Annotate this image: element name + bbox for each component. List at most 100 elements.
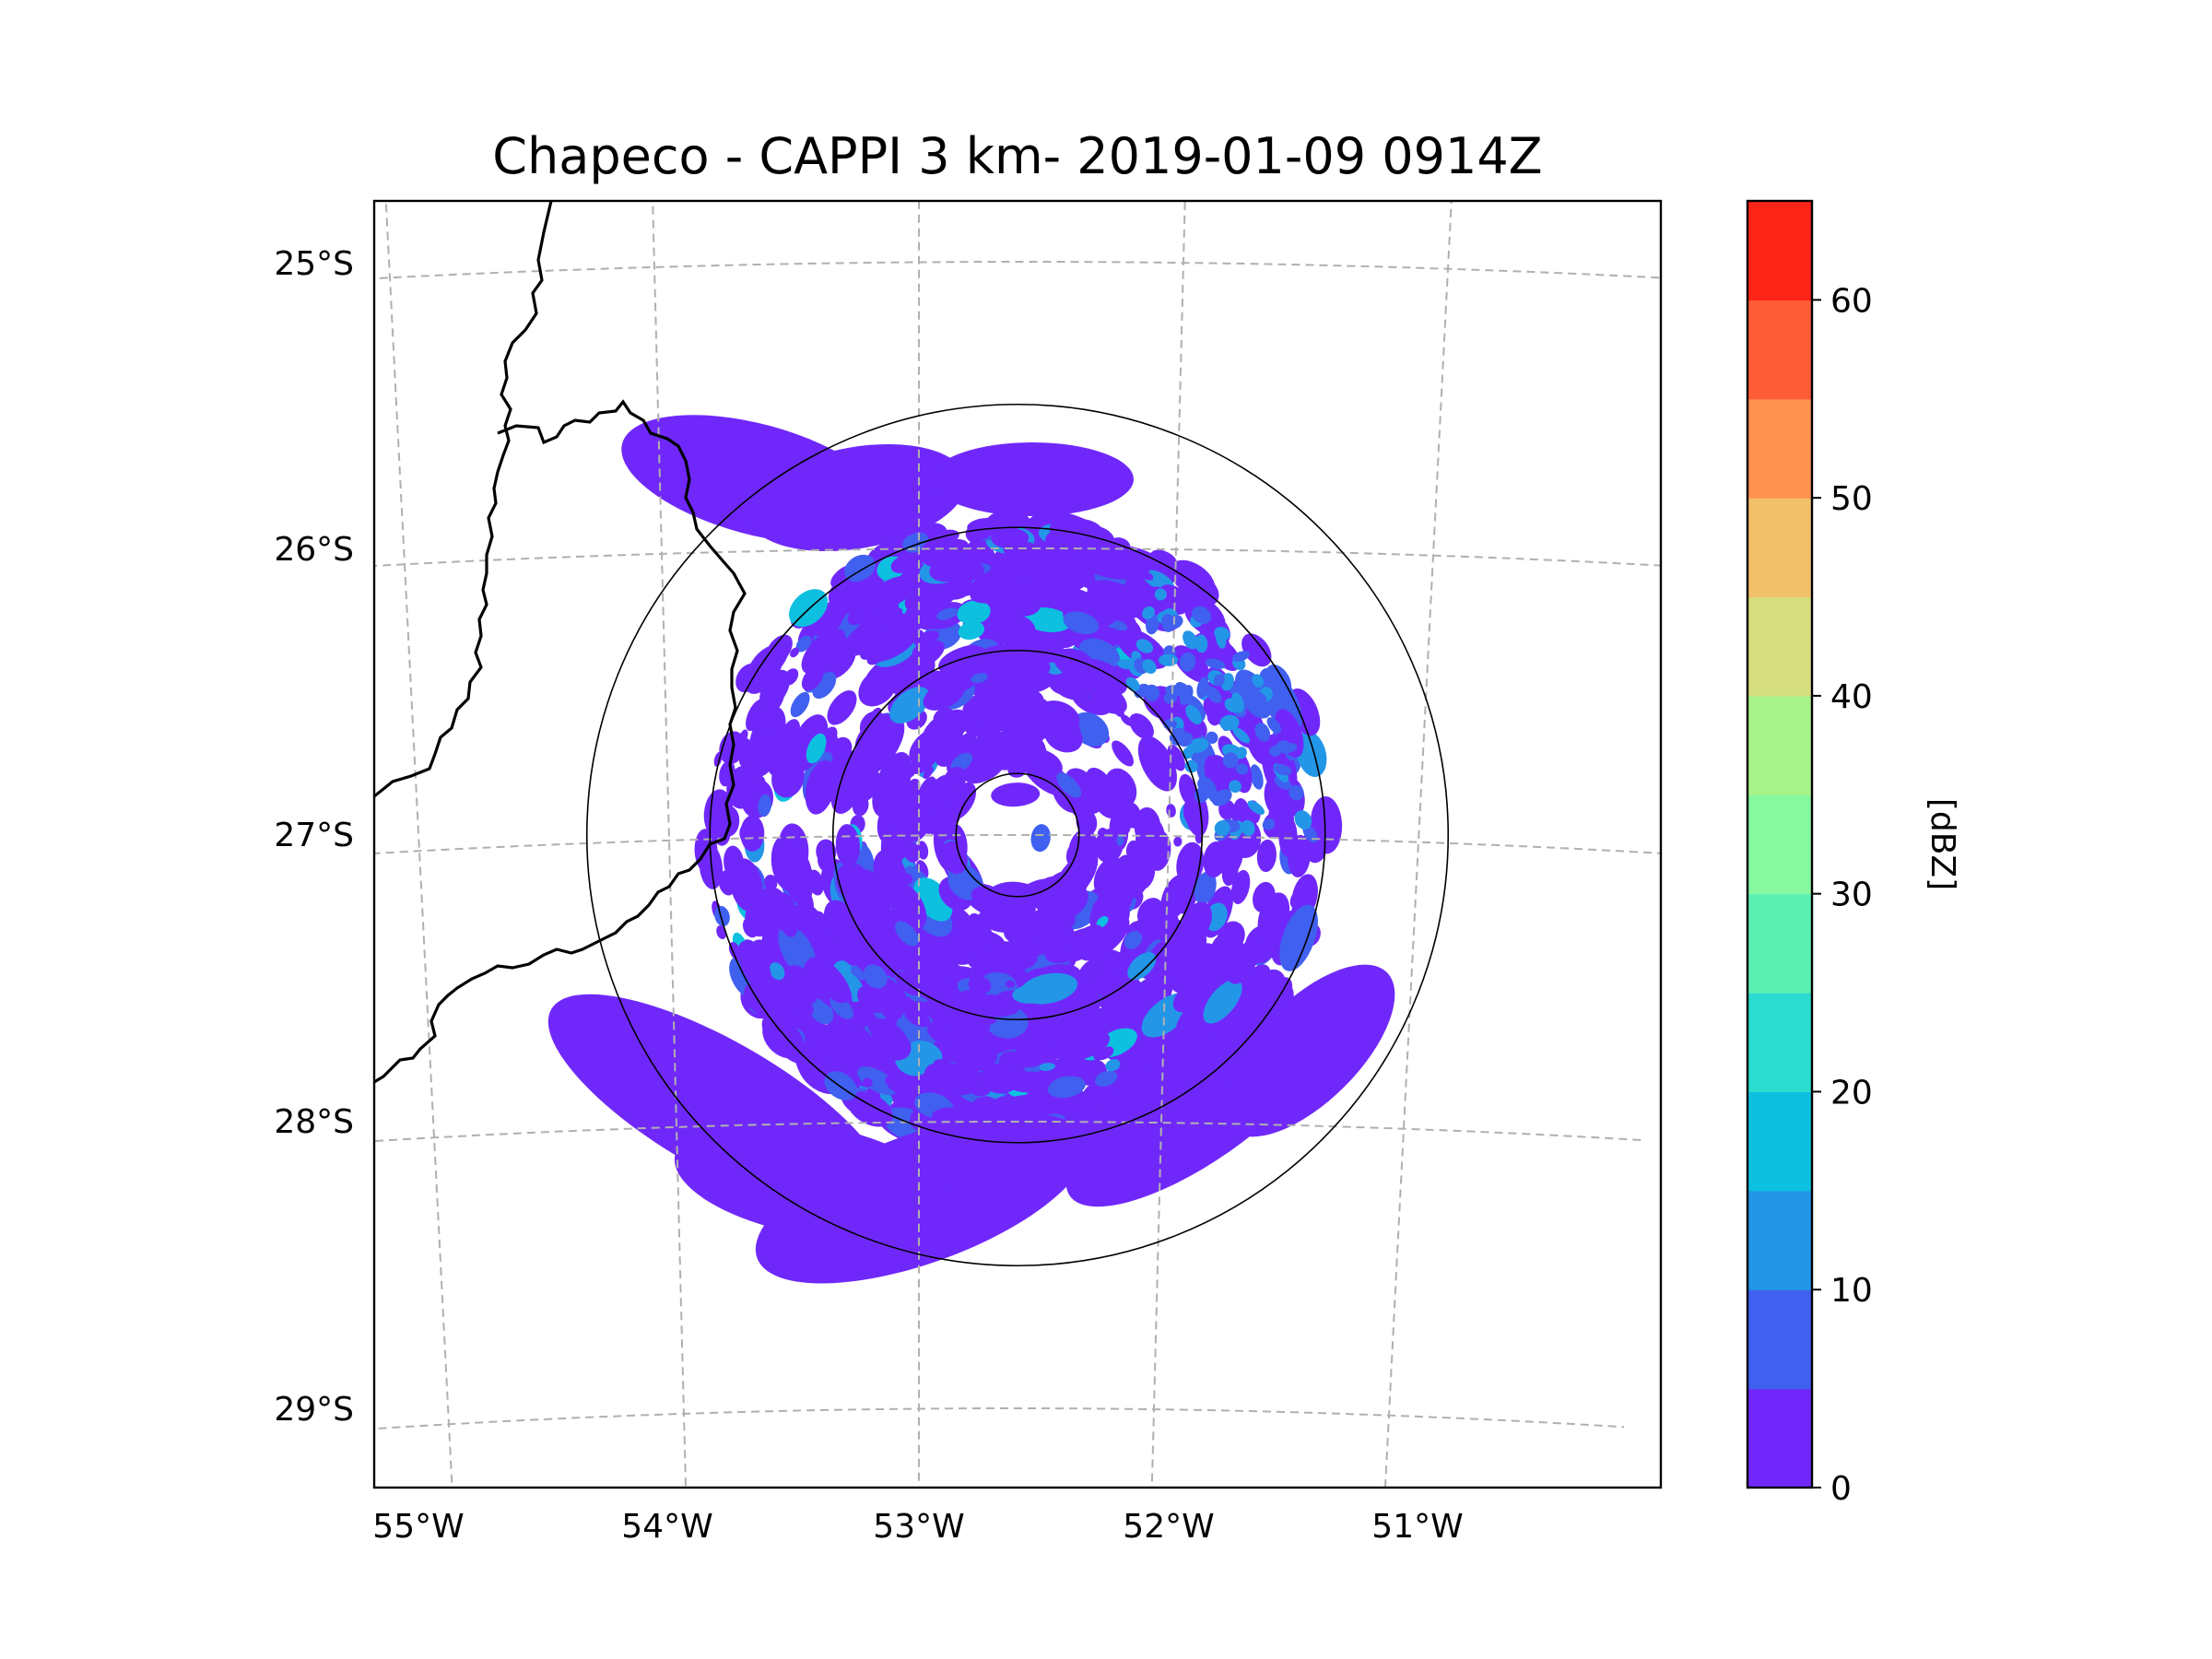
colorbar-band: [1747, 300, 1812, 400]
echo-cell: [735, 664, 760, 693]
echo-cell: [1181, 1015, 1194, 1028]
echo-cell: [1194, 634, 1208, 653]
echo-cell: [1049, 515, 1097, 547]
echo-cell: [1003, 538, 1031, 559]
echo-cell: [1197, 776, 1214, 793]
echo-cell: [821, 971, 851, 1004]
x-tick-label: 55°W: [372, 1508, 464, 1546]
range-ring: [831, 649, 1204, 1021]
echo-cell: [995, 562, 1024, 582]
echo-cell: [914, 630, 939, 647]
echo-cell: [872, 549, 890, 562]
echo-cell: [848, 921, 872, 950]
echo-cell: [1257, 892, 1290, 942]
echo-cell: [1178, 856, 1192, 873]
echo-cell: [1129, 712, 1154, 740]
echo-cell: [935, 735, 971, 767]
echo-cell: [1027, 557, 1061, 577]
echo-cell: [1112, 740, 1135, 767]
map-frame: [372, 199, 1663, 1489]
echo-cell: [924, 1062, 978, 1096]
echo-cell: [1134, 806, 1161, 848]
echo-cell: [1203, 979, 1242, 1024]
echo-cell: [1009, 654, 1051, 679]
x-tick-label: 51°W: [1371, 1508, 1463, 1546]
echo-cell: [1205, 686, 1222, 703]
echo-cell: [1077, 913, 1130, 961]
echo-cell: [836, 577, 885, 614]
echo-cell: [765, 688, 785, 715]
colorbar-bands: [1747, 201, 1812, 1488]
echo-cell: [958, 621, 985, 640]
echo-cell: [718, 870, 737, 896]
echo-cell: [1141, 571, 1154, 581]
colorbar-band: [1747, 398, 1812, 499]
echo-cell: [818, 850, 831, 872]
echo-cell: [789, 589, 829, 628]
echo-cell: [1030, 824, 1051, 853]
y-tick-label: 27°S: [274, 817, 354, 854]
parallel-gridline: [374, 1121, 1647, 1143]
echo-cell: [997, 580, 1012, 590]
echo-cell: [1135, 639, 1154, 653]
y-axis: 25°S 26°S 27°S 28°S 29°S: [274, 245, 354, 1429]
echo-cell: [1114, 707, 1124, 717]
echo-cell: [824, 734, 839, 753]
parallel-gridline: [378, 1407, 1625, 1430]
echo-cell: [1077, 658, 1128, 696]
echo-cell: [1235, 747, 1247, 759]
echo-cell: [1127, 952, 1157, 981]
echo-cell: [1265, 664, 1292, 697]
echo-cell: [852, 794, 869, 817]
echo-cell: [1070, 924, 1102, 949]
echo-cell: [959, 732, 976, 744]
echo-cell: [1229, 684, 1245, 698]
echo-cell: [1179, 652, 1196, 672]
colorbar-band: [1747, 695, 1812, 795]
echo-cell: [1196, 677, 1209, 700]
echo-cell: [1237, 669, 1248, 683]
echo-cell: [1124, 1052, 1148, 1070]
echo-cell: [1177, 922, 1201, 952]
echo-cell: [908, 951, 941, 978]
echo-cell: [805, 759, 837, 815]
echo-cell: [1256, 839, 1277, 873]
echo-cell: [996, 1003, 1018, 1016]
echo-cell: [836, 864, 865, 902]
colorbar-ticks: 0 10 20 30 40 50 60: [1812, 282, 1873, 1508]
echo-cell: [1235, 763, 1249, 775]
colorbar-tick-label: 0: [1830, 1470, 1852, 1508]
border-line-argentina-brazil: [374, 399, 747, 1084]
echo-cell: [978, 908, 1024, 934]
colorbar-label: [dBZ]: [1924, 798, 1961, 890]
echo-cell: [1143, 684, 1160, 702]
echo-cell: [910, 1112, 924, 1123]
echo-cell: [1228, 940, 1260, 984]
echo-cell: [1087, 1092, 1103, 1107]
echo-cell: [1231, 692, 1244, 713]
y-tick-label: 26°S: [274, 531, 354, 569]
parallel-gridline: [374, 261, 1661, 280]
echo-cell: [895, 921, 919, 947]
echo-cell: [890, 555, 916, 573]
echo-cell: [857, 1066, 898, 1096]
echo-cell: [847, 1091, 893, 1127]
echo-cell: [1288, 834, 1311, 877]
echo-cell: [991, 782, 1041, 807]
echo-cell: [1125, 840, 1139, 860]
echo-cell: [1194, 871, 1217, 905]
x-tick-label: 52°W: [1123, 1508, 1214, 1546]
y-tick-label: 29°S: [274, 1391, 354, 1429]
echo-cell: [943, 767, 967, 791]
echo-cell: [1124, 931, 1143, 949]
echo-cell: [1220, 924, 1234, 944]
echo-cell: [928, 779, 952, 814]
echo-cell: [1294, 810, 1312, 830]
echo-cell: [1104, 972, 1121, 985]
echo-cell: [747, 443, 967, 552]
echo-cell: [783, 843, 806, 887]
echo-cell: [1096, 915, 1109, 928]
echo-cell: [1230, 869, 1251, 905]
range-ring: [955, 772, 1080, 898]
echo-cell: [1003, 695, 1026, 708]
